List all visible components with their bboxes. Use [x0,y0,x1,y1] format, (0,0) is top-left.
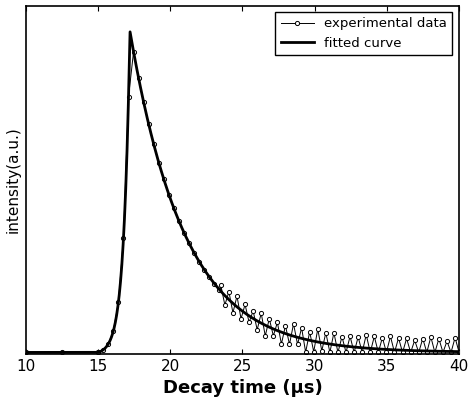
fitted curve [127,29,133,34]
experimental data [456,350,462,355]
fitted curve [369,346,374,351]
Legend: experimental data, fitted curve: experimental data, fitted curve [275,12,452,55]
Line: fitted curve: fitted curve [26,32,459,352]
experimental data [283,323,288,328]
fitted curve [199,263,204,268]
experimental data [315,326,320,331]
fitted curve [214,285,220,289]
Y-axis label: intensity(a.u.): intensity(a.u.) [6,127,20,233]
X-axis label: Decay time (μs): Decay time (μs) [163,380,322,397]
experimental data [436,336,442,341]
experimental data [207,274,212,279]
experimental data [211,281,217,286]
fitted curve [361,345,367,350]
fitted curve [23,350,29,355]
experimental data [23,350,29,355]
experimental data [131,49,137,54]
fitted curve [67,350,73,355]
experimental data [95,350,101,355]
fitted curve [321,341,327,345]
fitted curve [456,349,462,354]
Line: experimental data: experimental data [24,50,461,355]
